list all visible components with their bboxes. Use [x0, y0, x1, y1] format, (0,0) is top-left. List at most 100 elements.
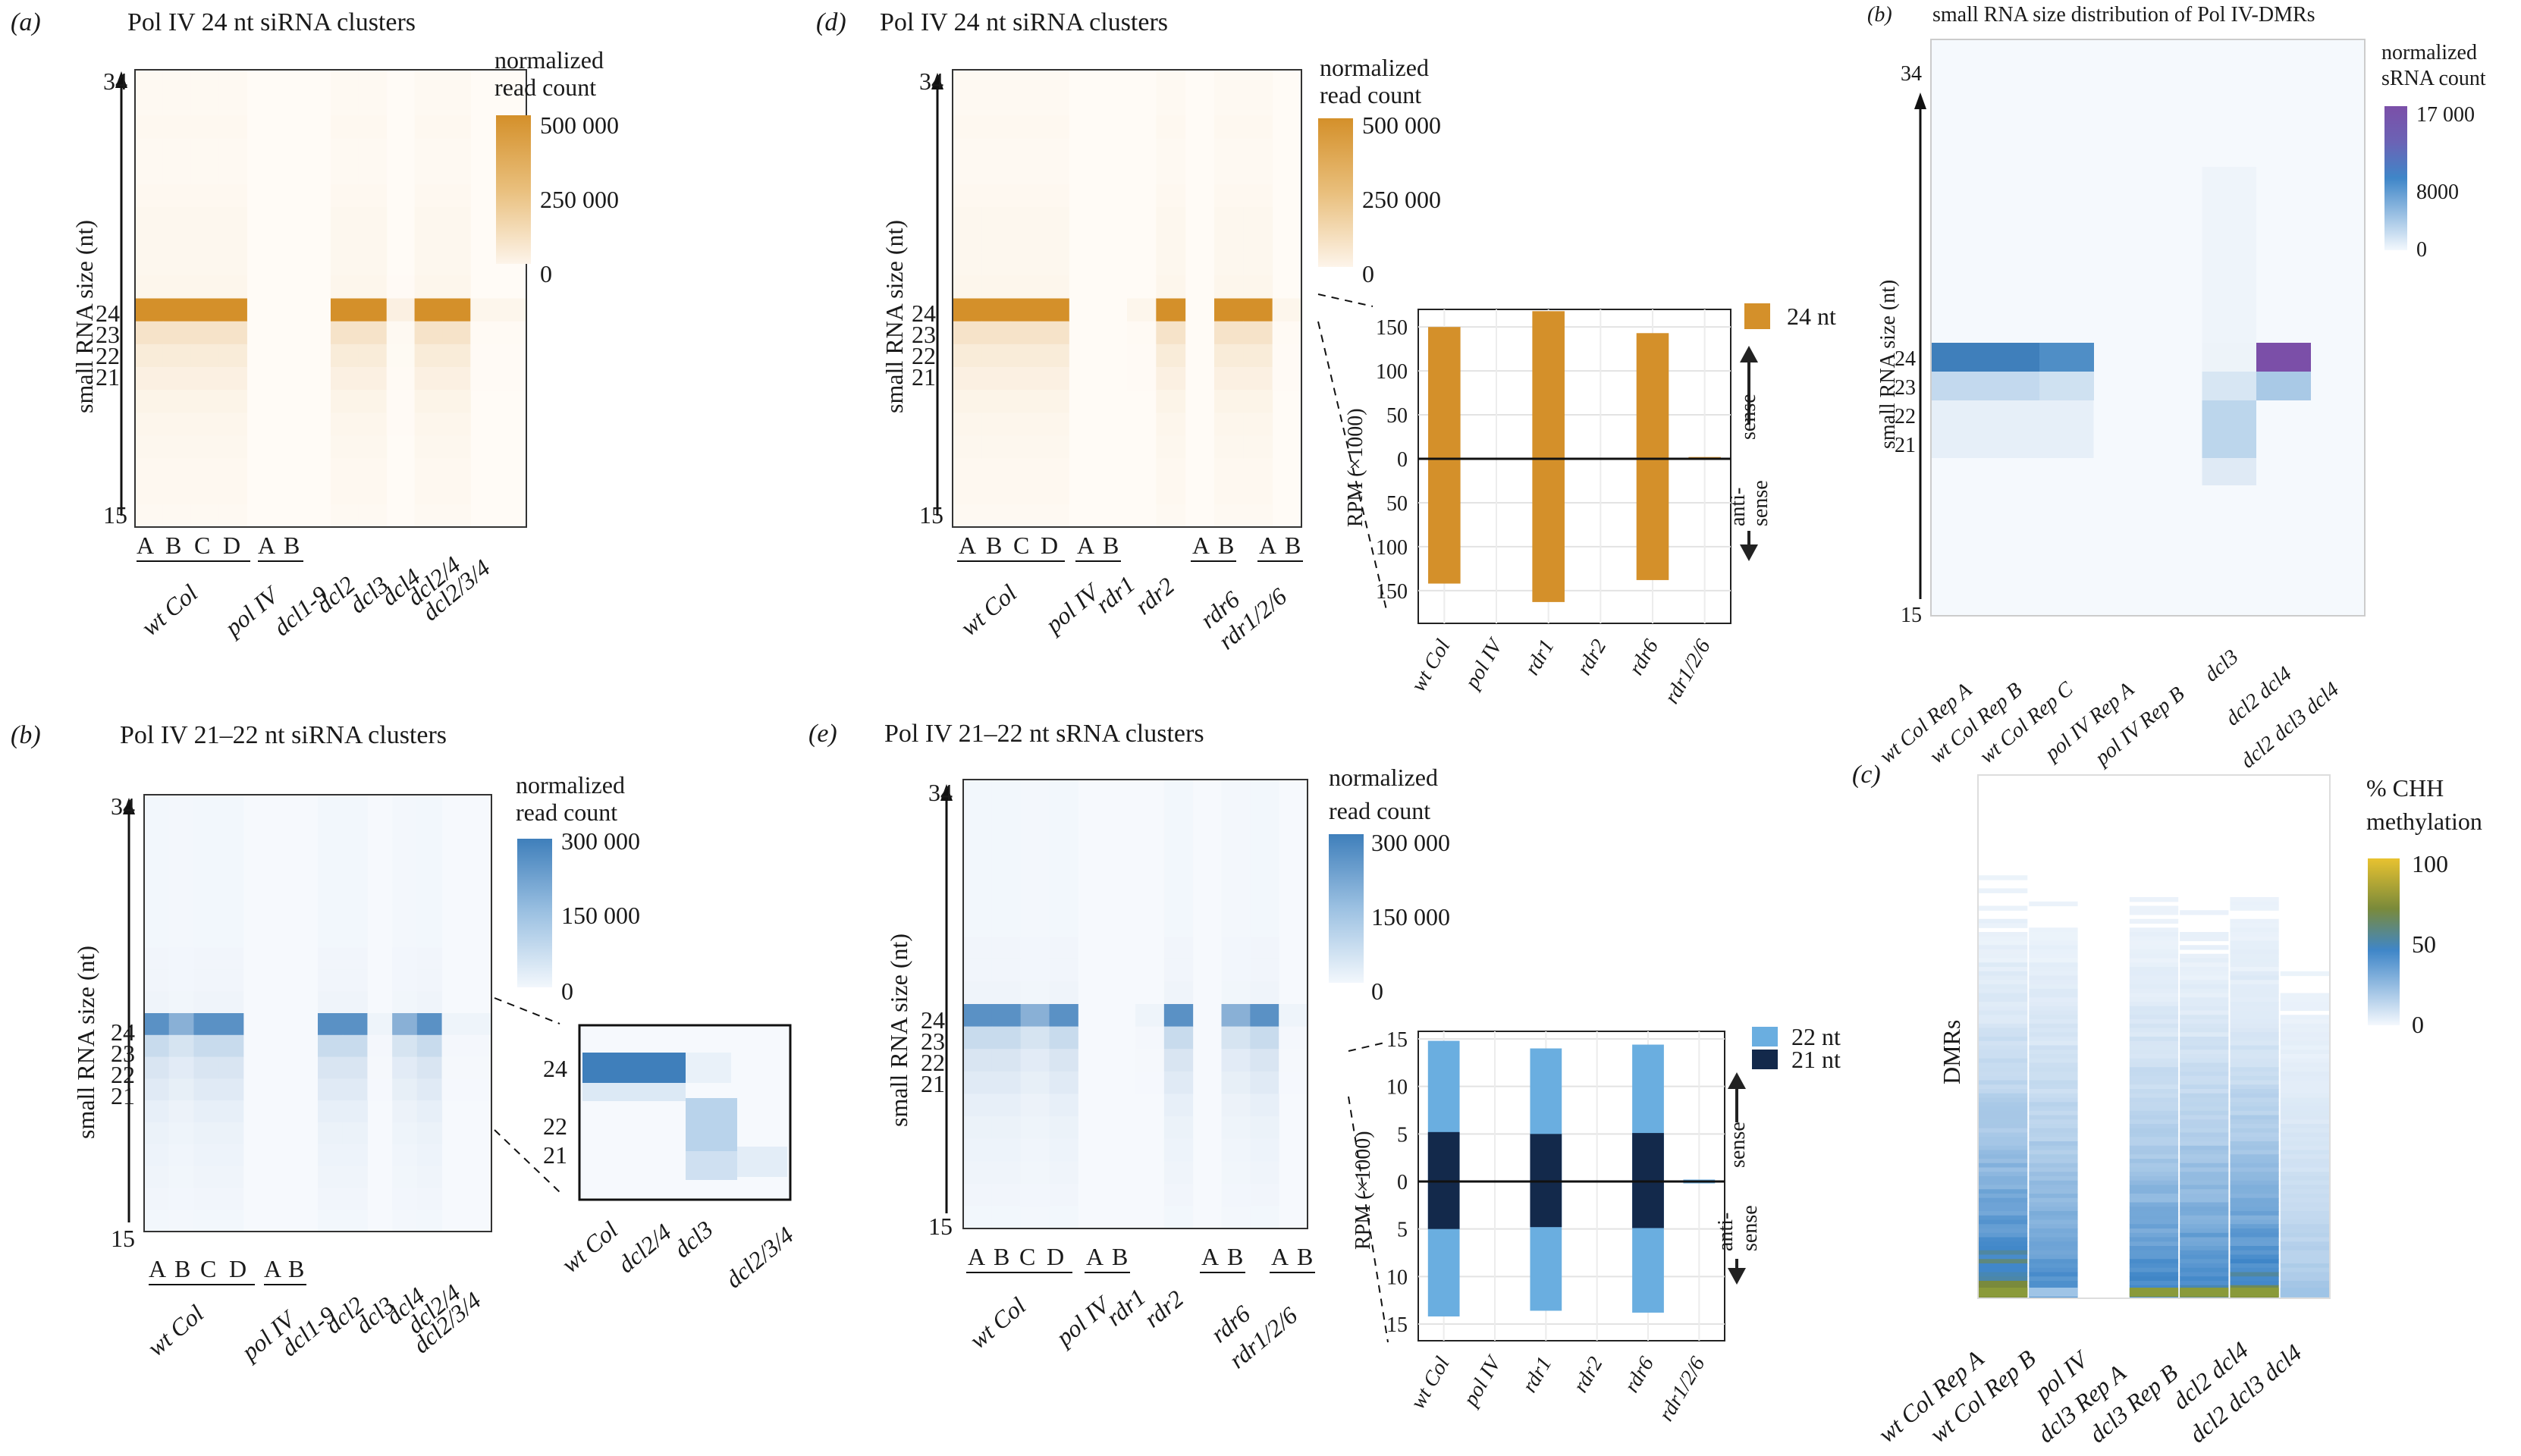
heatmap-cell — [1156, 230, 1186, 253]
heatmap-cell — [470, 366, 499, 391]
heatmap-cell — [2230, 1259, 2279, 1264]
heatmap-cell — [2129, 1040, 2179, 1046]
heatmap-cell — [1979, 1232, 2028, 1238]
heatmap-cell — [414, 253, 443, 276]
heatmap-cell — [168, 1210, 194, 1232]
heatmap-cell — [190, 93, 220, 116]
heatmap-cell — [218, 253, 247, 276]
heatmap-cell — [1020, 1206, 1050, 1229]
heatmap-cell — [1979, 958, 2028, 963]
heatmap-cell — [1214, 413, 1244, 436]
heatmap-cell — [2180, 1010, 2229, 1015]
heatmap-cell — [991, 959, 1022, 982]
heatmap-cell — [416, 1013, 443, 1036]
heatmap-cell — [1979, 1237, 2028, 1242]
heatmap-cell — [162, 413, 192, 436]
heatmap-cell — [2280, 1084, 2329, 1090]
heatmap-cell — [1163, 1004, 1194, 1028]
heatmap-cell — [144, 882, 170, 905]
heatmap-cell — [981, 413, 1012, 436]
rep-A: A — [959, 532, 976, 559]
heatmap-cell — [1020, 937, 1050, 960]
heatmap-cell — [2129, 958, 2179, 963]
heatmap-cell — [1979, 1250, 2028, 1256]
heatmap-cell — [386, 298, 416, 322]
heatmap-cell — [2230, 1189, 2279, 1194]
arrow-head-icon — [123, 798, 135, 814]
heatmap-cell — [318, 1013, 344, 1036]
heatmap-cell — [414, 138, 443, 162]
heatmap-cell — [2129, 936, 2179, 942]
heatmap-cell — [498, 344, 527, 368]
heatmap-cell — [144, 925, 170, 949]
heatmap-cell — [162, 390, 192, 413]
ytick-label: 50 — [1386, 404, 1408, 428]
heatmap-cell — [392, 1034, 418, 1058]
heatmap-cell — [1979, 1267, 2028, 1273]
heatmap-cell — [416, 1034, 443, 1058]
heatmap-cell — [1049, 959, 1078, 982]
heatmap-cell — [2280, 1019, 2329, 1025]
rep-A: A — [137, 532, 154, 559]
heatmap-cell — [2129, 1054, 2179, 1059]
heatmap-cell — [2029, 1224, 2078, 1229]
bar-21nt-sense — [1530, 1134, 1562, 1181]
heatmap-cell — [1243, 481, 1273, 505]
heatmap-cell — [193, 1013, 219, 1036]
heatmap-cell — [2280, 1058, 2329, 1064]
heatmap-cell — [2180, 1246, 2229, 1251]
heatmap-cell — [2029, 1080, 2078, 1085]
heatmap-cell — [2230, 1263, 2279, 1269]
heatmap-cell — [392, 1144, 418, 1167]
heatmap-cell — [2180, 967, 2229, 972]
heatmap-cell — [1156, 70, 1186, 93]
heatmap-cell — [2129, 1219, 2179, 1225]
heatmap-cell — [991, 846, 1022, 870]
heatmap-cell — [442, 366, 471, 391]
heatmap-cell — [1250, 1094, 1279, 1117]
heatmap-cell — [991, 780, 1022, 803]
heatmap-cell — [367, 1078, 393, 1101]
heatmap-cell — [190, 458, 220, 482]
heatmap-cell — [1049, 780, 1078, 803]
heatmap-cell — [498, 366, 527, 391]
legend-mid: 150 000 — [1371, 903, 1450, 930]
heatmap-cell — [2129, 1050, 2179, 1055]
heatmap-cell — [144, 947, 170, 970]
heatmap-cell — [1221, 914, 1251, 937]
heatmap-cell — [218, 925, 244, 949]
heatmap-cell — [2180, 910, 2229, 915]
heatmap-cell — [1979, 1246, 2028, 1251]
heatmap-cell — [981, 184, 1012, 208]
heatmap-cell — [2029, 1054, 2078, 1059]
heatmap-cell — [963, 937, 993, 960]
heatmap-cell — [953, 115, 982, 139]
heatmap-cell — [2180, 1102, 2229, 1107]
heatmap-rb-frame — [1930, 39, 2366, 617]
heatmap-cell — [1272, 321, 1302, 345]
heatmap-cell — [168, 1034, 194, 1058]
ytick-24: 24 — [1895, 347, 1916, 371]
heatmap-cell — [442, 275, 471, 299]
heatmap-cell — [1243, 138, 1273, 162]
heatmap-cell — [1221, 937, 1251, 960]
ytick-34: 34 — [103, 67, 127, 95]
heatmap-cell — [1250, 1071, 1279, 1094]
heatmap-cell — [981, 390, 1012, 413]
heatmap-cell — [963, 1026, 993, 1050]
heatmap-cell — [1985, 372, 2040, 400]
heatmap-cell — [1127, 366, 1157, 391]
panel-e: (e) Pol IV 21–22 nt sRNA clusters 34 15 … — [808, 720, 1841, 1425]
heatmap-cell — [1049, 1206, 1078, 1229]
heatmap-cell — [2280, 1267, 2329, 1273]
heatmap-cell — [2129, 1259, 2179, 1264]
heatmap-cell — [1020, 1071, 1050, 1094]
heatmap-cell — [331, 481, 359, 505]
heatmap-cell — [414, 481, 443, 505]
heatmap-cell — [1979, 1172, 2028, 1177]
heatmap-cell — [168, 795, 194, 817]
heatmap-cell — [1221, 959, 1251, 982]
heatmap-cell — [1135, 1004, 1165, 1028]
heatmap-cell — [441, 1013, 467, 1036]
heatmap-cell — [963, 780, 993, 803]
